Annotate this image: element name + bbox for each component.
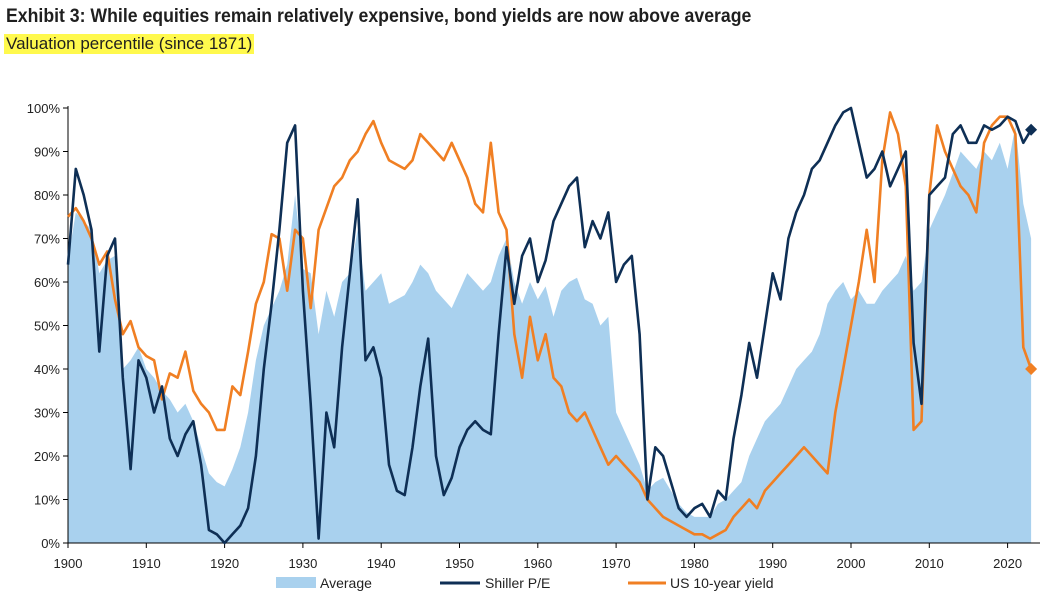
x-tick-label: 1900 <box>54 556 83 571</box>
legend-label-yield: US 10-year yield <box>670 575 774 591</box>
marker-layer <box>1025 123 1038 375</box>
x-tick-label: 1960 <box>523 556 552 571</box>
legend-label-shiller: Shiller P/E <box>485 575 550 591</box>
series-average-area <box>68 125 1032 544</box>
line-layer <box>66 106 1033 545</box>
x-tick-label: 1930 <box>288 556 317 571</box>
y-tick-label: 40% <box>34 362 60 377</box>
x-tick-label: 1970 <box>602 556 631 571</box>
series-shiller-pe-line <box>66 106 1033 545</box>
y-tick-label: 100% <box>27 101 61 116</box>
x-tick-label: 1980 <box>680 556 709 571</box>
x-tick-label: 1910 <box>132 556 161 571</box>
x-tick-label: 1940 <box>367 556 396 571</box>
y-tick-label: 60% <box>34 275 60 290</box>
y-tick-label: 50% <box>34 319 60 334</box>
shiller-latest-marker <box>1025 123 1038 136</box>
legend: Average Shiller P/E US 10-year yield <box>276 575 774 591</box>
axis-layer: 0% 10% 20% 30% 40% 50% 60% 70% 80% 90% 100% 1900 191… <box>27 101 1040 571</box>
y-tick-label: 70% <box>34 232 60 247</box>
x-tick-label: 1920 <box>210 556 239 571</box>
y-tick-label: 20% <box>34 449 60 464</box>
x-tick-label: 2020 <box>993 556 1022 571</box>
x-tick-label: 2000 <box>837 556 866 571</box>
y-tick-label: 80% <box>34 188 60 203</box>
y-tick-label: 90% <box>34 145 60 160</box>
x-tick-label: 1950 <box>445 556 474 571</box>
area-layer <box>68 125 1032 544</box>
chart-subtitle: Valuation percentile (since 1871) <box>4 34 255 54</box>
legend-swatch-average <box>276 577 316 588</box>
x-tick-label: 1990 <box>758 556 787 571</box>
chart-title: Exhibit 3: While equities remain relativ… <box>6 6 752 27</box>
y-tick-label: 30% <box>34 406 60 421</box>
legend-label-average: Average <box>320 575 372 591</box>
x-tick-label: 2010 <box>915 556 944 571</box>
y-tick-label: 10% <box>34 493 60 508</box>
series-us-10-year-yield-line <box>67 111 1033 540</box>
yield-latest-marker <box>1025 363 1038 375</box>
y-tick-label: 0% <box>41 536 60 551</box>
